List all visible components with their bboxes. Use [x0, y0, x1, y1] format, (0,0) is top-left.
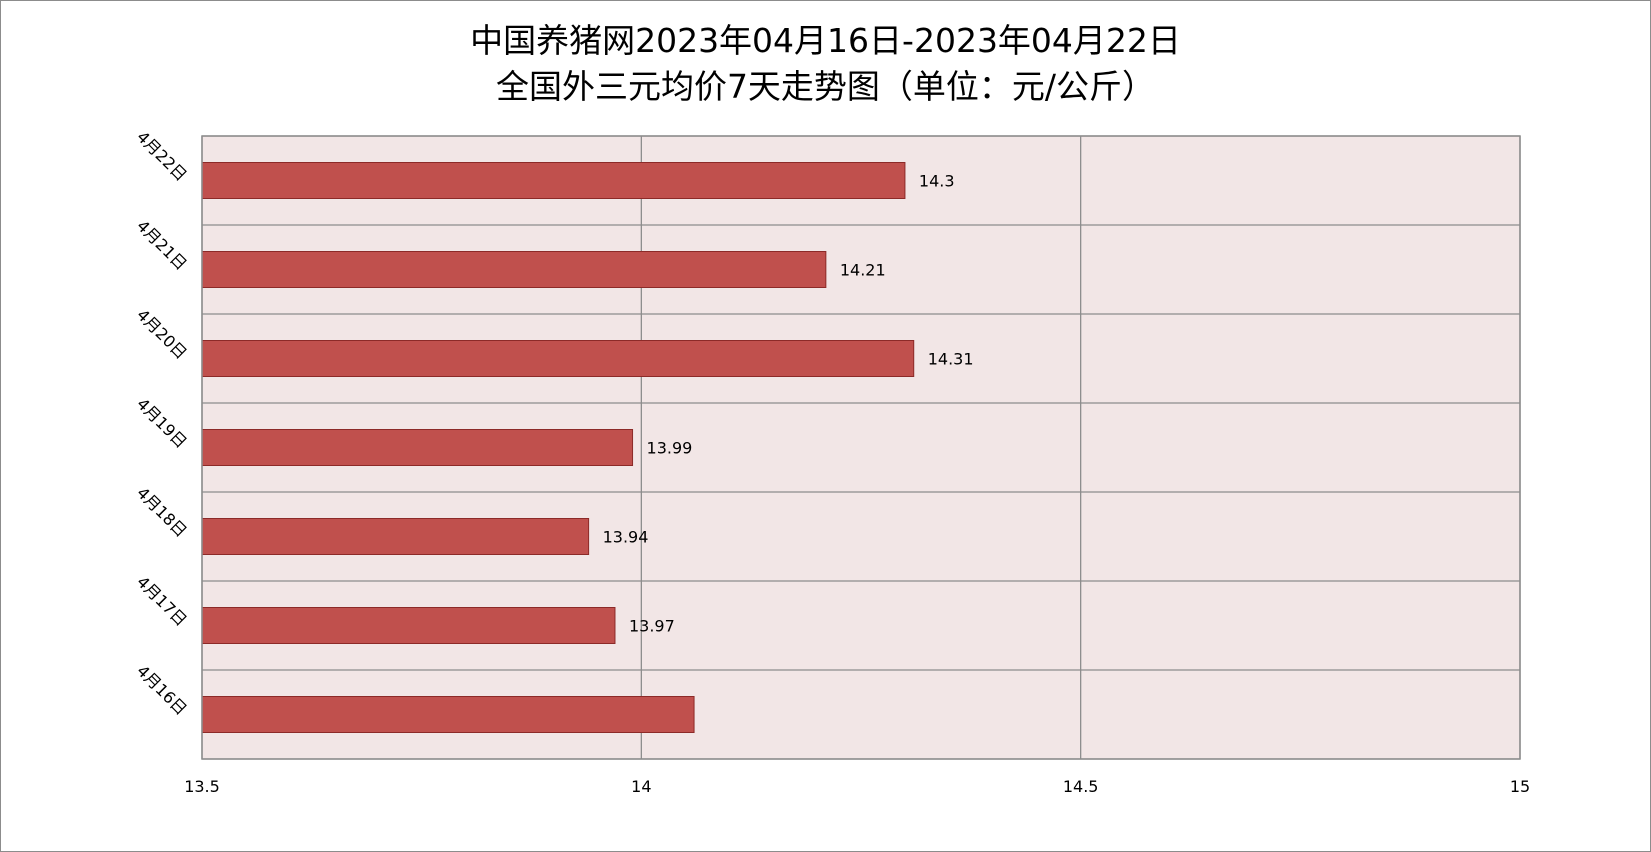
bar — [201, 429, 634, 466]
data-label: 13.97 — [629, 617, 675, 636]
data-label: 13.99 — [647, 439, 693, 458]
category-label: 4月18日 — [133, 483, 191, 541]
category-label: 4月17日 — [133, 572, 191, 630]
category-label: 4月20日 — [133, 305, 191, 363]
chart-title-line2: 全国外三元均价7天走势图（单位：元/公斤） — [495, 67, 1156, 106]
x-tick-label: 15 — [1510, 777, 1530, 796]
plot-border — [201, 135, 1521, 760]
category-label: 4月16日 — [133, 661, 191, 719]
bar — [201, 696, 695, 733]
bar — [201, 162, 906, 199]
x-tick-label: 14.5 — [1063, 777, 1099, 796]
bar — [201, 607, 616, 644]
category-label: 4月21日 — [133, 216, 191, 274]
data-label: 14.31 — [928, 350, 974, 369]
chart-title-line1: 中国养猪网2023年04月16日-2023年04月22日 — [470, 21, 1181, 60]
category-label: 4月22日 — [133, 127, 191, 185]
data-label: 14.3 — [919, 172, 955, 191]
x-tick-label: 13.5 — [184, 777, 220, 796]
chart-title: 中国养猪网2023年04月16日-2023年04月22日 全国外三元均价7天走势… — [0, 18, 1651, 110]
data-label: 13.94 — [603, 528, 649, 547]
bar — [201, 340, 915, 377]
bar — [201, 518, 590, 555]
x-tick-label: 14 — [631, 777, 651, 796]
data-label: 14.21 — [840, 261, 886, 280]
bar — [201, 251, 827, 288]
category-label: 4月19日 — [133, 394, 191, 452]
